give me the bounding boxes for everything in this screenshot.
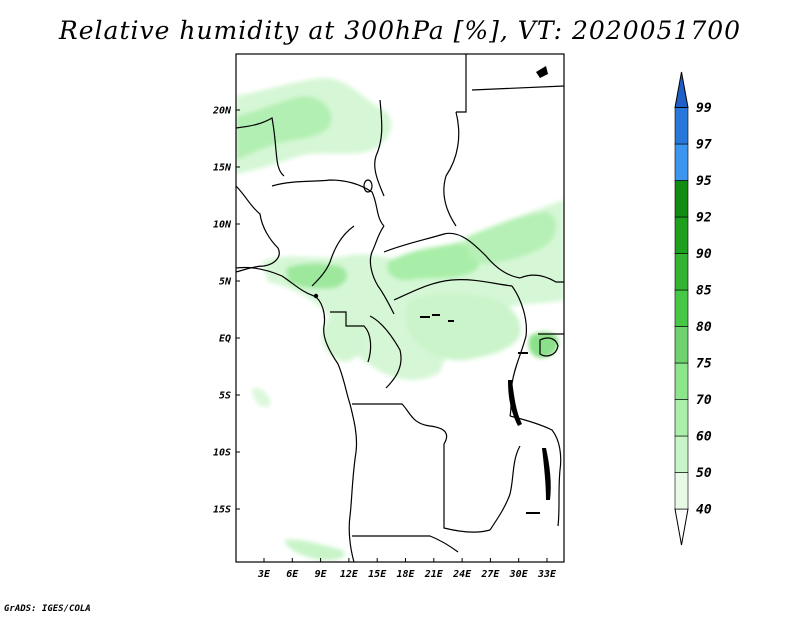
- colorbar-segment: [674, 362, 689, 400]
- inland-lake-3: [448, 320, 454, 322]
- colorbar-label: 85: [696, 284, 712, 299]
- humidity-region-atlantic-patch: [252, 387, 271, 408]
- colorbar-segment: [674, 289, 689, 327]
- lon-tick-label: 12E: [340, 569, 359, 580]
- colorbar-lower-arrow: [674, 508, 689, 546]
- lat-tick-label: 15S: [213, 505, 231, 516]
- colorbar-segment: [674, 107, 689, 145]
- colorbar-segment: [674, 435, 689, 473]
- lat-tick-label: EQ: [219, 334, 231, 345]
- lon-tick-label: 3E: [257, 569, 271, 580]
- border-tanzania: [509, 415, 562, 527]
- border-namibia: [352, 535, 459, 553]
- colorbar-label: 80: [696, 320, 712, 335]
- humidity-region-sahel-north-core: [236, 96, 332, 160]
- lat-tick-label: 5S: [219, 391, 231, 402]
- inland-lake-2: [432, 314, 440, 316]
- lat-tick-label: 10N: [213, 220, 232, 231]
- water-features: [313, 66, 559, 514]
- grads-credit: GrADS: IGES/COLA: [4, 604, 91, 614]
- colorbar-segment: [674, 472, 689, 510]
- border-nigeria-cameroon: [311, 225, 355, 287]
- border-sudan-chad-east: [443, 111, 460, 227]
- colorbar-upper-arrow: [674, 71, 689, 108]
- gulf-of-guinea-coast: [236, 266, 358, 562]
- colorbar-segment: [674, 180, 689, 218]
- colorbar-label: 97: [696, 138, 712, 153]
- colorbar: 40 50 60 70 75 80 85 90 92 95 97 99: [674, 71, 712, 546]
- lake-malawi: [542, 448, 551, 500]
- humidity-shading: [236, 77, 564, 561]
- colorbar-segment: [674, 253, 689, 291]
- colorbar-label: 99: [696, 101, 712, 116]
- inland-lake-4: [518, 352, 528, 354]
- border-gabon: [330, 311, 372, 363]
- border-south-sudan: [519, 274, 564, 283]
- border-congo-drc: [369, 315, 402, 389]
- map-frame: [235, 53, 565, 563]
- humidity-region-congo-basin: [405, 292, 521, 361]
- border-drc-angola: [352, 403, 448, 476]
- colorbar-label: 92: [696, 211, 712, 226]
- lon-tick-label: 30E: [509, 569, 529, 580]
- colorbar-segment: [674, 143, 689, 181]
- inland-lake-5: [526, 512, 540, 514]
- lat-tick-label: 20N: [212, 106, 232, 117]
- west-africa-coastline: [236, 185, 280, 273]
- colorbar-label: 70: [696, 393, 712, 408]
- border-mali-niger: [236, 117, 285, 177]
- colorbar-label: 50: [696, 466, 712, 481]
- border-angola-zambia: [443, 476, 491, 533]
- inland-lake-1: [420, 316, 430, 318]
- border-cameroon-chad: [369, 225, 395, 315]
- lat-tick-label: 15N: [213, 163, 232, 174]
- lat-tick-label: 5N: [219, 277, 232, 288]
- border-car-south: [393, 279, 513, 301]
- lat-tick-label: 10S: [213, 448, 231, 459]
- humidity-region-gabon: [322, 317, 366, 362]
- humidity-region-west-core: [286, 263, 348, 289]
- humidity-region-central-core: [387, 243, 480, 281]
- latitude-axis: 20N 15N 10N 5N EQ 5S 10S 15S: [212, 106, 240, 516]
- border-niger-nigeria: [271, 179, 385, 227]
- lon-tick-label: 6E: [286, 569, 299, 580]
- humidity-region-east-core: [466, 212, 557, 264]
- lon-tick-label: 9E: [315, 569, 328, 580]
- lon-tick-label: 21E: [424, 569, 444, 580]
- border-chad-sudan: [374, 99, 385, 197]
- colorbar-label: 60: [696, 430, 712, 445]
- border-sudan-egypt: [456, 54, 467, 113]
- longitude-axis: 3E 6E 9E 12E 15E 18E 21E 24E 27E 30E 33E: [257, 558, 557, 580]
- colorbar-segment: [674, 399, 689, 437]
- lon-tick-label: 15E: [368, 569, 387, 580]
- lon-tick-label: 33E: [537, 569, 557, 580]
- red-sea-islands: [536, 66, 548, 78]
- bioko-island: [313, 293, 319, 299]
- border-egypt-coast: [471, 85, 564, 91]
- lake-victoria: [539, 337, 559, 357]
- colorbar-label: 75: [696, 357, 712, 372]
- lake-tanganyika: [508, 380, 522, 426]
- lon-tick-label: 27E: [480, 569, 500, 580]
- lon-tick-label: 24E: [452, 569, 472, 580]
- map-title: Relative humidity at 300hPa [%], VT: 202…: [58, 16, 742, 45]
- colorbar-label: 40: [696, 503, 712, 518]
- lake-chad: [363, 179, 373, 193]
- humidity-region-south-band: [284, 539, 345, 561]
- country-boundaries: [236, 54, 564, 562]
- lon-tick-label: 18E: [396, 569, 415, 580]
- border-car-north: [383, 232, 521, 279]
- border-zambia-drc: [489, 445, 521, 531]
- colorbar-segment: [674, 326, 689, 364]
- colorbar-segment: [674, 216, 689, 254]
- colorbar-label: 95: [696, 174, 712, 189]
- colorbar-label: 90: [696, 247, 712, 262]
